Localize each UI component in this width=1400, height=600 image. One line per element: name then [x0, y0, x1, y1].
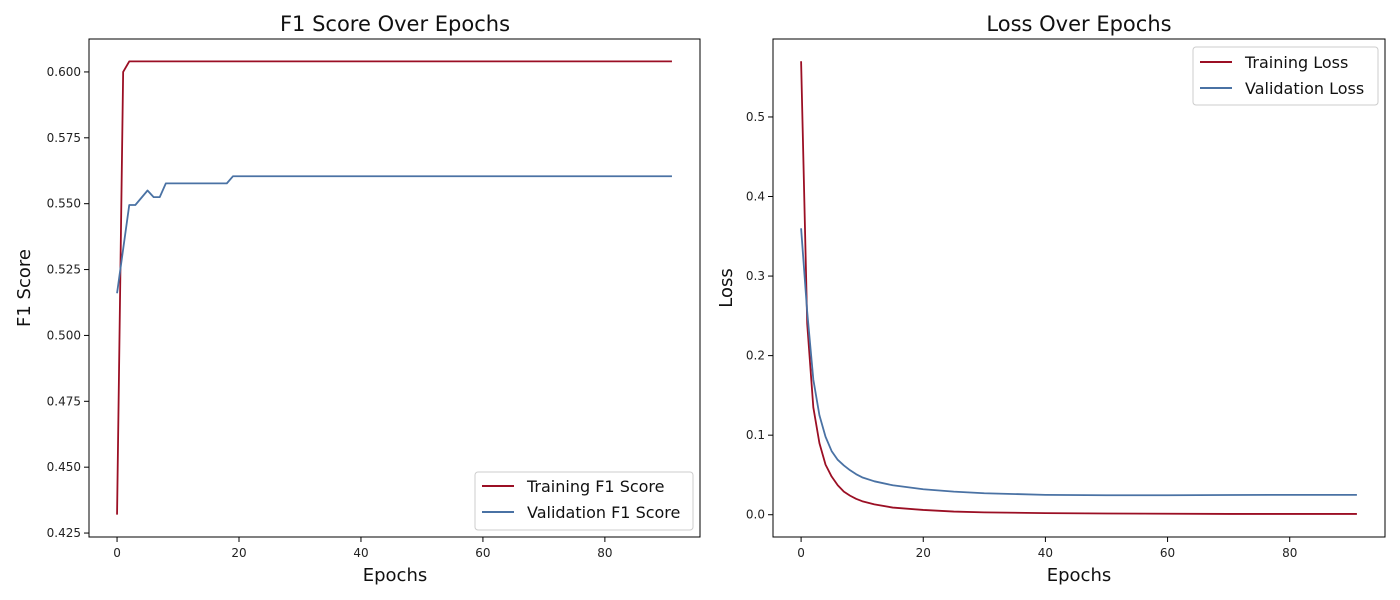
- x-tick-label: 40: [1038, 546, 1053, 560]
- ticks-group: 0 20 40 60 80 0.425 0.450 0.475 0.500 0.525 0.550 0…: [47, 65, 613, 560]
- legend-label-validation: Validation F1 Score: [527, 503, 680, 522]
- x-tick-label: 60: [475, 546, 490, 560]
- y-axis-label: Loss: [716, 268, 737, 307]
- y-tick-label: 0.5: [746, 110, 765, 124]
- y-tick-label: 0.575: [47, 131, 81, 145]
- y-tick-label: 0.525: [47, 263, 81, 277]
- series-lines: [116, 60, 672, 515]
- plot-frame: [772, 38, 1386, 538]
- plot-frame: [88, 38, 701, 538]
- x-tick-label: 60: [1160, 546, 1175, 560]
- y-tick-label: 0.4: [746, 190, 765, 204]
- y-axis-label: F1 Score: [14, 249, 35, 327]
- series-line-training: [116, 60, 672, 515]
- y-tick-label: 0.600: [47, 65, 81, 79]
- y-tick-label: 0.0: [746, 508, 765, 522]
- x-axis-label: Epochs: [363, 565, 428, 586]
- series-line-training: [800, 61, 1357, 515]
- legend-box: [1192, 46, 1379, 106]
- loss-chart: Loss Over Epochs Epochs Loss 0 20 40 60 80 0.…: [716, 12, 1386, 586]
- y-tick-label: 0.475: [47, 394, 81, 408]
- chart-title: F1 Score Over Epochs: [280, 12, 510, 36]
- legend: Training Loss Validation Loss: [1192, 46, 1379, 106]
- x-tick-label: 20: [916, 546, 931, 560]
- y-tick-label: 0.3: [746, 269, 765, 283]
- legend-label-training: Training Loss: [1244, 53, 1348, 72]
- x-tick-label: 20: [231, 546, 246, 560]
- x-axis-label: Epochs: [1047, 565, 1112, 586]
- legend-label-validation: Validation Loss: [1245, 79, 1364, 98]
- series-line-validation: [116, 175, 672, 294]
- y-tick-label: 0.450: [47, 460, 81, 474]
- y-tick-label: 0.1: [746, 428, 765, 442]
- series-lines: [800, 61, 1357, 515]
- legend-label-training: Training F1 Score: [526, 477, 665, 496]
- y-tick-label: 0.425: [47, 526, 81, 540]
- x-tick-label: 80: [1282, 546, 1297, 560]
- x-tick-label: 0: [113, 546, 121, 560]
- legend: Training F1 Score Validation F1 Score: [474, 471, 694, 531]
- x-tick-label: 0: [797, 546, 805, 560]
- x-tick-label: 80: [597, 546, 612, 560]
- chart-title: Loss Over Epochs: [986, 12, 1171, 36]
- ticks-group: 0 20 40 60 80 0.0 0.1 0.2 0.3 0.4 0.5: [746, 110, 1297, 560]
- y-tick-label: 0.500: [47, 328, 81, 342]
- y-tick-label: 0.2: [746, 349, 765, 363]
- x-tick-label: 40: [353, 546, 368, 560]
- y-tick-label: 0.550: [47, 197, 81, 211]
- f1-score-chart: F1 Score Over Epochs Epochs F1 Score 0 20…: [14, 12, 701, 586]
- legend-box: [474, 471, 694, 531]
- series-line-validation: [800, 228, 1357, 497]
